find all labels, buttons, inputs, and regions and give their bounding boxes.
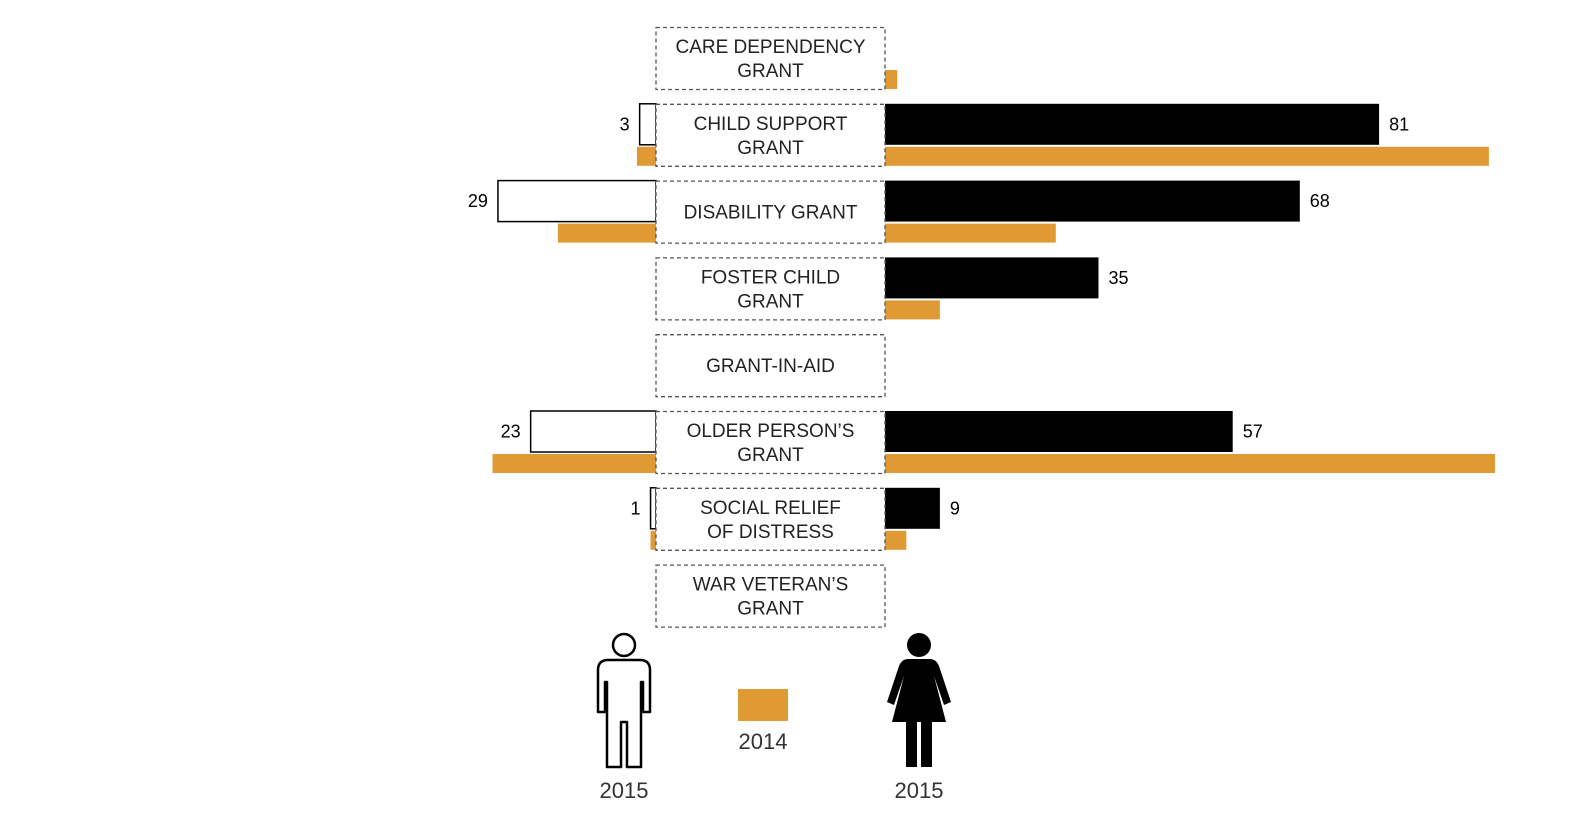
category-box — [655, 26, 886, 91]
chart-row: GRANT-IN-AID — [655, 334, 886, 398]
bar-female-2015 — [885, 180, 1300, 222]
category-label: OLDER PERSON’S — [687, 421, 855, 442]
category-label: CHILD SUPPORT — [694, 114, 848, 135]
bar-male-2015 — [529, 410, 657, 453]
value-label-female-2015: 57 — [1243, 422, 1263, 442]
category-label: GRANT — [737, 138, 804, 159]
value-label-male-2015: 23 — [501, 422, 521, 442]
value-label-male-2015: 1 — [631, 498, 641, 518]
chart-row: 9 1 SOCIAL RELIEF OF DISTRESS — [631, 487, 960, 551]
bar-male-2014 — [636, 146, 656, 166]
bar-female-2014 — [885, 146, 1489, 166]
male-figure-icon — [596, 632, 652, 769]
bar-male-2015 — [638, 103, 657, 146]
category-box — [655, 180, 886, 244]
category-box — [655, 334, 886, 398]
category-label: DISABILITY GRANT — [684, 203, 858, 224]
category-label: GRANT — [737, 599, 804, 620]
category-label: OF DISTRESS — [707, 522, 834, 543]
legend-female-year: 2015 — [895, 778, 944, 803]
bar-female-2014 — [885, 454, 1495, 473]
bar-female-2015 — [885, 103, 1380, 145]
chart-row: 68 29 DISABILITY GRANT — [468, 179, 1330, 244]
bar-female-2014 — [885, 300, 940, 320]
bar-male-2014 — [557, 223, 656, 243]
bar-female-2014 — [885, 70, 898, 89]
category-box — [655, 257, 886, 321]
value-label-female-2015: 81 — [1389, 114, 1409, 134]
legend-male-year: 2015 — [600, 778, 649, 803]
category-label: WAR VETERAN’S — [693, 575, 849, 596]
category-label: SOCIAL RELIEF — [700, 498, 841, 519]
legend-2014-label: 2014 — [739, 729, 788, 754]
bar-female-2015 — [885, 411, 1233, 452]
chart-row: 35 FOSTER CHILD GRANT — [655, 257, 1129, 321]
bar-male-2015 — [649, 487, 657, 530]
legend-2014-swatch — [738, 689, 788, 721]
chart-row: CARE DEPENDENCY GRANT — [655, 26, 898, 91]
legend: 2015 2014 2015 — [596, 632, 951, 803]
value-label-female-2015: 35 — [1109, 268, 1129, 288]
category-label: FOSTER CHILD — [701, 267, 840, 288]
value-label-female-2015: 9 — [950, 498, 960, 518]
category-label: GRANT — [737, 291, 804, 312]
chart-rows: CARE DEPENDENCY GRANT 81 3 CHILD SUPPORT GRAN… — [468, 26, 1495, 628]
category-box — [655, 564, 886, 628]
bar-female-2015 — [885, 487, 940, 529]
bar-female-2014 — [885, 530, 907, 550]
category-box — [655, 410, 886, 475]
bar-male-2014 — [492, 454, 656, 473]
category-box — [655, 103, 886, 167]
category-box — [655, 487, 886, 551]
chart-row: 57 23 OLDER PERSON’S GRANT — [492, 410, 1495, 475]
bar-female-2014 — [885, 223, 1056, 243]
category-label: CARE DEPENDENCY — [675, 37, 865, 58]
value-label-female-2015: 68 — [1310, 191, 1330, 211]
chart-row: WAR VETERAN’S GRANT — [655, 564, 886, 628]
category-label: GRANT — [737, 61, 804, 82]
bar-female-2015 — [885, 257, 1099, 299]
female-figure-icon — [887, 633, 951, 767]
bar-male-2014 — [650, 530, 656, 550]
category-label: GRANT — [737, 445, 804, 466]
chart-row: 81 3 CHILD SUPPORT GRANT — [620, 103, 1489, 167]
bar-male-2015 — [497, 179, 657, 223]
value-label-male-2015: 29 — [468, 191, 488, 211]
category-label: GRANT-IN-AID — [706, 356, 835, 377]
value-label-male-2015: 3 — [620, 114, 630, 134]
